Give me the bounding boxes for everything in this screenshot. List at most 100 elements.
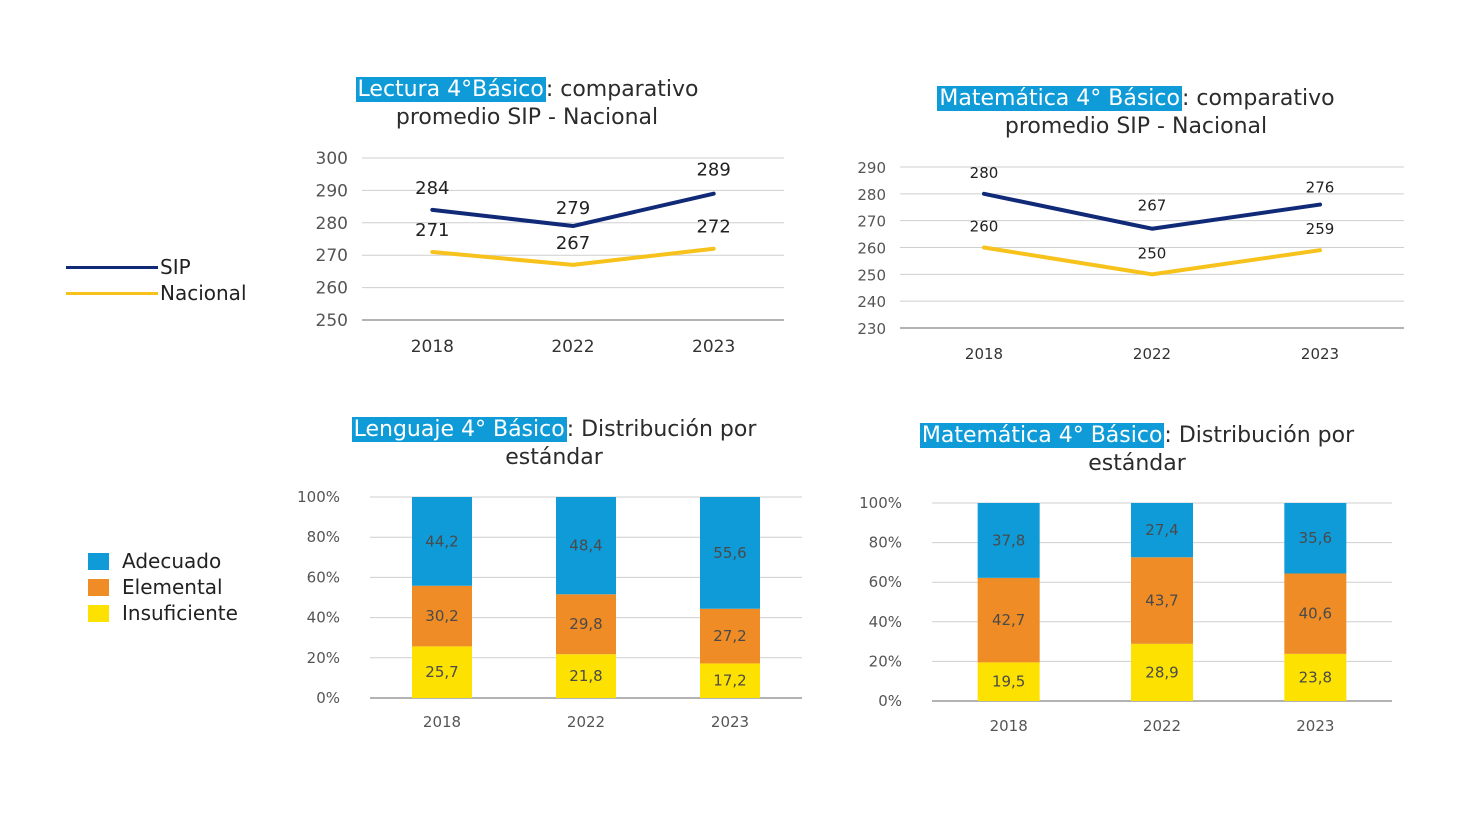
data-label: 42,7	[992, 611, 1025, 629]
series-line-sip	[982, 191, 1322, 231]
data-label: 280	[970, 164, 999, 182]
data-label: 259	[1306, 220, 1335, 238]
line-chart-matematica: 230 240 250 260 270 280 290 2018 2022 2023 280 267 2…	[857, 159, 1404, 363]
data-label: 27,4	[1145, 521, 1178, 539]
legend-label-adecuado: Adecuado	[122, 549, 222, 573]
x-tick-label: 2023	[1296, 717, 1334, 735]
title-line2: estándar	[505, 445, 603, 470]
data-label: 267	[1138, 197, 1167, 215]
y-tick-label: 60%	[307, 568, 340, 586]
legend-swatch-insuficiente	[88, 604, 109, 622]
title-line2: estándar	[1088, 451, 1186, 476]
legend-item-insuficiente: Insuficiente	[88, 600, 238, 626]
bar-segment-elemental	[556, 594, 616, 655]
data-label: 260	[970, 218, 999, 236]
chart-title-matematica-line: Matemática 4° Básico: comparativo promed…	[900, 85, 1372, 141]
data-label: 35,6	[1299, 529, 1332, 547]
y-tick-label: 230	[857, 320, 886, 338]
legend-line-series: SIP Nacional	[66, 254, 247, 306]
bar-chart-matematica: 0% 20% 40% 60% 80% 100% 2018 2022 2023 19,5 42,7 37…	[859, 494, 1392, 735]
bar-segment-adecuado	[700, 497, 760, 609]
y-tick-label: 260	[316, 279, 348, 299]
legend-label-insuficiente: Insuficiente	[122, 601, 238, 625]
x-tick-label: 2022	[567, 713, 605, 731]
data-label: 48,4	[569, 537, 602, 555]
data-label: 55,6	[713, 544, 746, 562]
bar-segment-insuficiente	[700, 663, 760, 698]
y-tick-label: 270	[316, 246, 348, 266]
y-tick-label: 300	[316, 149, 348, 169]
series-line-sip	[430, 191, 716, 229]
data-label: 17,2	[713, 672, 746, 690]
legend-swatch-elemental	[88, 578, 109, 596]
chart-title-lenguaje: Lenguaje 4° Básico: Distribución por est…	[320, 416, 788, 472]
y-tick-label: 80%	[869, 534, 902, 552]
data-label: 19,5	[992, 673, 1025, 691]
y-tick-label: 40%	[307, 609, 340, 627]
data-label: 27,2	[713, 627, 746, 645]
bar-segment-elemental	[1131, 557, 1193, 644]
bar-segment-elemental	[700, 608, 760, 664]
legend-item-elemental: Elemental	[88, 574, 238, 600]
x-tick-label: 2022	[551, 337, 594, 357]
data-label: 276	[1306, 179, 1335, 197]
title-rest: : comparativo	[545, 77, 699, 102]
data-label: 279	[556, 198, 590, 219]
series-line-nacional	[430, 246, 716, 267]
bar-segment-insuficiente	[1284, 653, 1347, 701]
bar-segment-insuficiente	[1131, 643, 1193, 701]
x-tick-label: 2023	[711, 713, 749, 731]
y-tick-label: 100%	[297, 488, 340, 506]
bar-segment-adecuado	[977, 503, 1040, 578]
title-highlight: Matemática 4° Básico	[919, 423, 1165, 448]
y-tick-label: 20%	[869, 652, 902, 670]
x-tick-label: 2018	[990, 717, 1028, 735]
data-label: 267	[556, 233, 590, 254]
data-label: 21,8	[569, 667, 602, 685]
y-tick-label: 250	[857, 266, 886, 284]
title-rest: : comparativo	[1181, 86, 1335, 111]
title-line2: promedio SIP - Nacional	[1004, 114, 1268, 139]
data-label: 289	[696, 160, 730, 181]
legend-label-sip: SIP	[160, 255, 191, 279]
x-tick-label: 2023	[1301, 345, 1339, 363]
x-tick-label: 2018	[423, 713, 461, 731]
data-label: 23,8	[1299, 668, 1332, 686]
y-tick-label: 0%	[316, 689, 340, 707]
bar-segment-adecuado	[412, 497, 472, 586]
data-label: 40,6	[1299, 605, 1332, 623]
title-rest: : Distribución por	[1164, 423, 1355, 448]
data-label: 44,2	[425, 532, 458, 550]
legend-item-sip: SIP	[66, 254, 247, 280]
bar-segment-insuficiente	[556, 654, 616, 698]
title-highlight: Lenguaje 4° Básico	[351, 417, 567, 442]
data-label: 29,8	[569, 615, 602, 633]
title-line2: promedio SIP - Nacional	[395, 105, 659, 130]
y-tick-label: 80%	[307, 528, 340, 546]
title-rest: : Distribución por	[566, 417, 757, 442]
x-tick-label: 2018	[965, 345, 1003, 363]
data-label: 284	[415, 178, 449, 199]
data-label: 37,8	[992, 531, 1025, 549]
data-label: 28,9	[1145, 663, 1178, 681]
bar-chart-lenguaje: 0% 20% 40% 60% 80% 100% 2018 2022 2023 25,7 30,2 44…	[297, 488, 802, 731]
legend-label-nacional: Nacional	[160, 281, 247, 305]
chart-title-lectura: Lectura 4°Básico: comparativo promedio S…	[327, 76, 727, 132]
legend-label-elemental: Elemental	[122, 575, 223, 599]
bar-segment-adecuado	[556, 497, 616, 595]
bar-segment-insuficiente	[977, 662, 1040, 701]
y-tick-label: 240	[857, 293, 886, 311]
y-tick-label: 290	[857, 159, 886, 177]
bar-segment-elemental	[977, 577, 1040, 663]
bar-segment-elemental	[1284, 573, 1347, 654]
y-tick-label: 270	[857, 213, 886, 231]
y-tick-label: 290	[316, 181, 348, 201]
legend-item-adecuado: Adecuado	[88, 548, 238, 574]
title-highlight: Matemática 4° Básico	[937, 86, 1182, 111]
bar-segment-elemental	[412, 585, 472, 647]
data-label: 250	[1138, 244, 1167, 262]
series-line-nacional	[982, 245, 1322, 277]
legend-swatch-sip	[66, 265, 158, 269]
y-tick-label: 0%	[878, 692, 902, 710]
legend-bar-series: Adecuado Elemental Insuficiente	[88, 548, 238, 626]
